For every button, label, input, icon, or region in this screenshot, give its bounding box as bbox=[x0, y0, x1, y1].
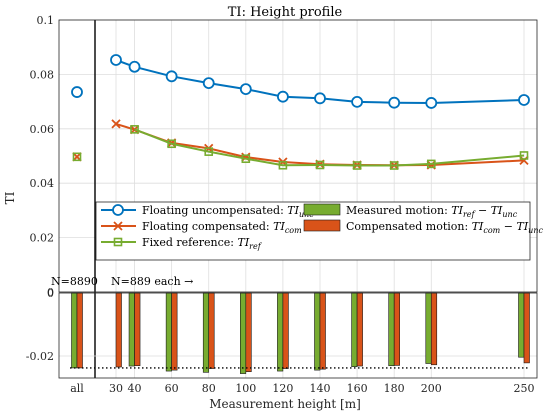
data-point bbox=[239, 83, 252, 95]
top-plot-frame bbox=[58, 19, 538, 293]
legend-label: Floating uncompensated: TIunc bbox=[142, 204, 314, 219]
data-point bbox=[389, 161, 399, 170]
data-point bbox=[167, 139, 176, 149]
x-tick-label: 60 bbox=[165, 382, 179, 395]
data-point bbox=[72, 152, 82, 162]
x-tick-label: 160 bbox=[347, 382, 368, 395]
data-point bbox=[352, 161, 362, 170]
data-point bbox=[202, 77, 215, 90]
data-point bbox=[351, 95, 363, 108]
legend-entry: Fixed reference: TIref bbox=[101, 236, 263, 251]
legend-entry: Measured motion: TIref − TIunc bbox=[303, 203, 518, 219]
bar bbox=[393, 292, 400, 366]
x-tick-label: 120 bbox=[272, 382, 293, 395]
x-tick-label: 100 bbox=[235, 382, 256, 395]
annotation-each: N=889 each → bbox=[111, 275, 193, 288]
legend-label: Fixed reference: TIref bbox=[142, 236, 263, 251]
data-point bbox=[519, 151, 529, 160]
y-tick-label: 0 bbox=[47, 286, 54, 299]
bar bbox=[356, 292, 363, 367]
bar bbox=[277, 292, 284, 372]
bar bbox=[430, 292, 438, 366]
data-point bbox=[71, 86, 83, 98]
bar bbox=[208, 292, 215, 369]
data-point bbox=[165, 70, 178, 83]
legend-label: Compensated motion: TIcom − TIunc bbox=[346, 220, 543, 235]
bar bbox=[245, 292, 252, 373]
legend-marker bbox=[113, 221, 123, 231]
legend-marker bbox=[113, 237, 123, 247]
data-point bbox=[110, 54, 122, 66]
bar bbox=[282, 292, 289, 369]
data-point bbox=[72, 152, 82, 162]
data-point bbox=[425, 97, 438, 109]
series-circle bbox=[71, 54, 530, 109]
data-point bbox=[426, 159, 436, 169]
data-point bbox=[128, 60, 141, 73]
bar bbox=[319, 292, 326, 370]
data-point bbox=[519, 155, 529, 165]
legend-label: Floating compensated: TIcom bbox=[142, 220, 302, 235]
bar-series bbox=[76, 292, 530, 373]
y-tick-label: 0.06 bbox=[30, 123, 55, 136]
x-tick-label: 250 bbox=[514, 382, 535, 395]
y-tick-label: 0 bbox=[47, 287, 54, 300]
x-tick-label: 140 bbox=[310, 382, 331, 395]
data-point bbox=[388, 96, 401, 109]
series-square bbox=[72, 125, 529, 170]
bar bbox=[134, 292, 141, 367]
bar bbox=[128, 292, 135, 367]
data-point bbox=[278, 160, 288, 170]
legend-marker bbox=[112, 204, 124, 216]
x-axis-label: Measurement height [m] bbox=[209, 397, 361, 411]
bar bbox=[518, 292, 525, 358]
series-line bbox=[134, 128, 525, 167]
legend-bar-swatch bbox=[303, 219, 341, 232]
legend-entry: Compensated motion: TIcom − TIunc bbox=[303, 219, 543, 235]
data-point bbox=[518, 94, 530, 106]
data-point bbox=[130, 125, 139, 134]
x-tick-label: all bbox=[70, 382, 84, 395]
x-tick-label: 180 bbox=[384, 382, 405, 395]
data-point bbox=[111, 119, 121, 129]
bar bbox=[425, 292, 432, 364]
x-tick-label: 30 bbox=[109, 382, 123, 395]
annotation-all: N=8890 bbox=[51, 275, 98, 288]
data-point bbox=[314, 92, 326, 105]
data-point bbox=[241, 154, 251, 164]
bar bbox=[76, 292, 83, 369]
legend-entry: Floating compensated: TIcom bbox=[101, 220, 302, 235]
bar bbox=[171, 292, 178, 371]
bar bbox=[240, 292, 247, 374]
legend-label: Measured motion: TIref − TIunc bbox=[346, 204, 518, 219]
y-tick-label: 0.08 bbox=[30, 68, 55, 81]
y-tick-label: -0.02 bbox=[26, 350, 54, 363]
x-tick-label: 80 bbox=[202, 382, 216, 395]
x-tick-label: 200 bbox=[421, 382, 442, 395]
bar bbox=[115, 292, 122, 368]
bar bbox=[523, 292, 530, 364]
bar bbox=[165, 292, 172, 372]
bottom-plot-frame bbox=[58, 292, 538, 379]
bar bbox=[388, 292, 395, 367]
y-tick-label: 0.02 bbox=[30, 232, 55, 245]
bar bbox=[71, 292, 78, 369]
data-point bbox=[315, 160, 325, 170]
legend-bar-swatch bbox=[303, 203, 341, 216]
y-tick-label: 0.1 bbox=[37, 14, 55, 27]
chart-title: TI: Height profile bbox=[228, 5, 343, 20]
bar bbox=[314, 292, 321, 371]
bottom-plot-area: 0 -0.02 all 30 40 60 80 100 120 140 160 180 200 250 bbox=[26, 287, 538, 395]
bar bbox=[351, 292, 358, 367]
bar bbox=[202, 292, 210, 373]
data-point bbox=[277, 90, 289, 103]
y-axis-label: TI bbox=[3, 191, 17, 204]
x-tick-label: 40 bbox=[128, 382, 142, 395]
y-tick-label: 0.04 bbox=[30, 177, 55, 190]
legend: Floating uncompensated: TIuncFloating co… bbox=[95, 201, 543, 261]
data-point bbox=[204, 147, 214, 156]
